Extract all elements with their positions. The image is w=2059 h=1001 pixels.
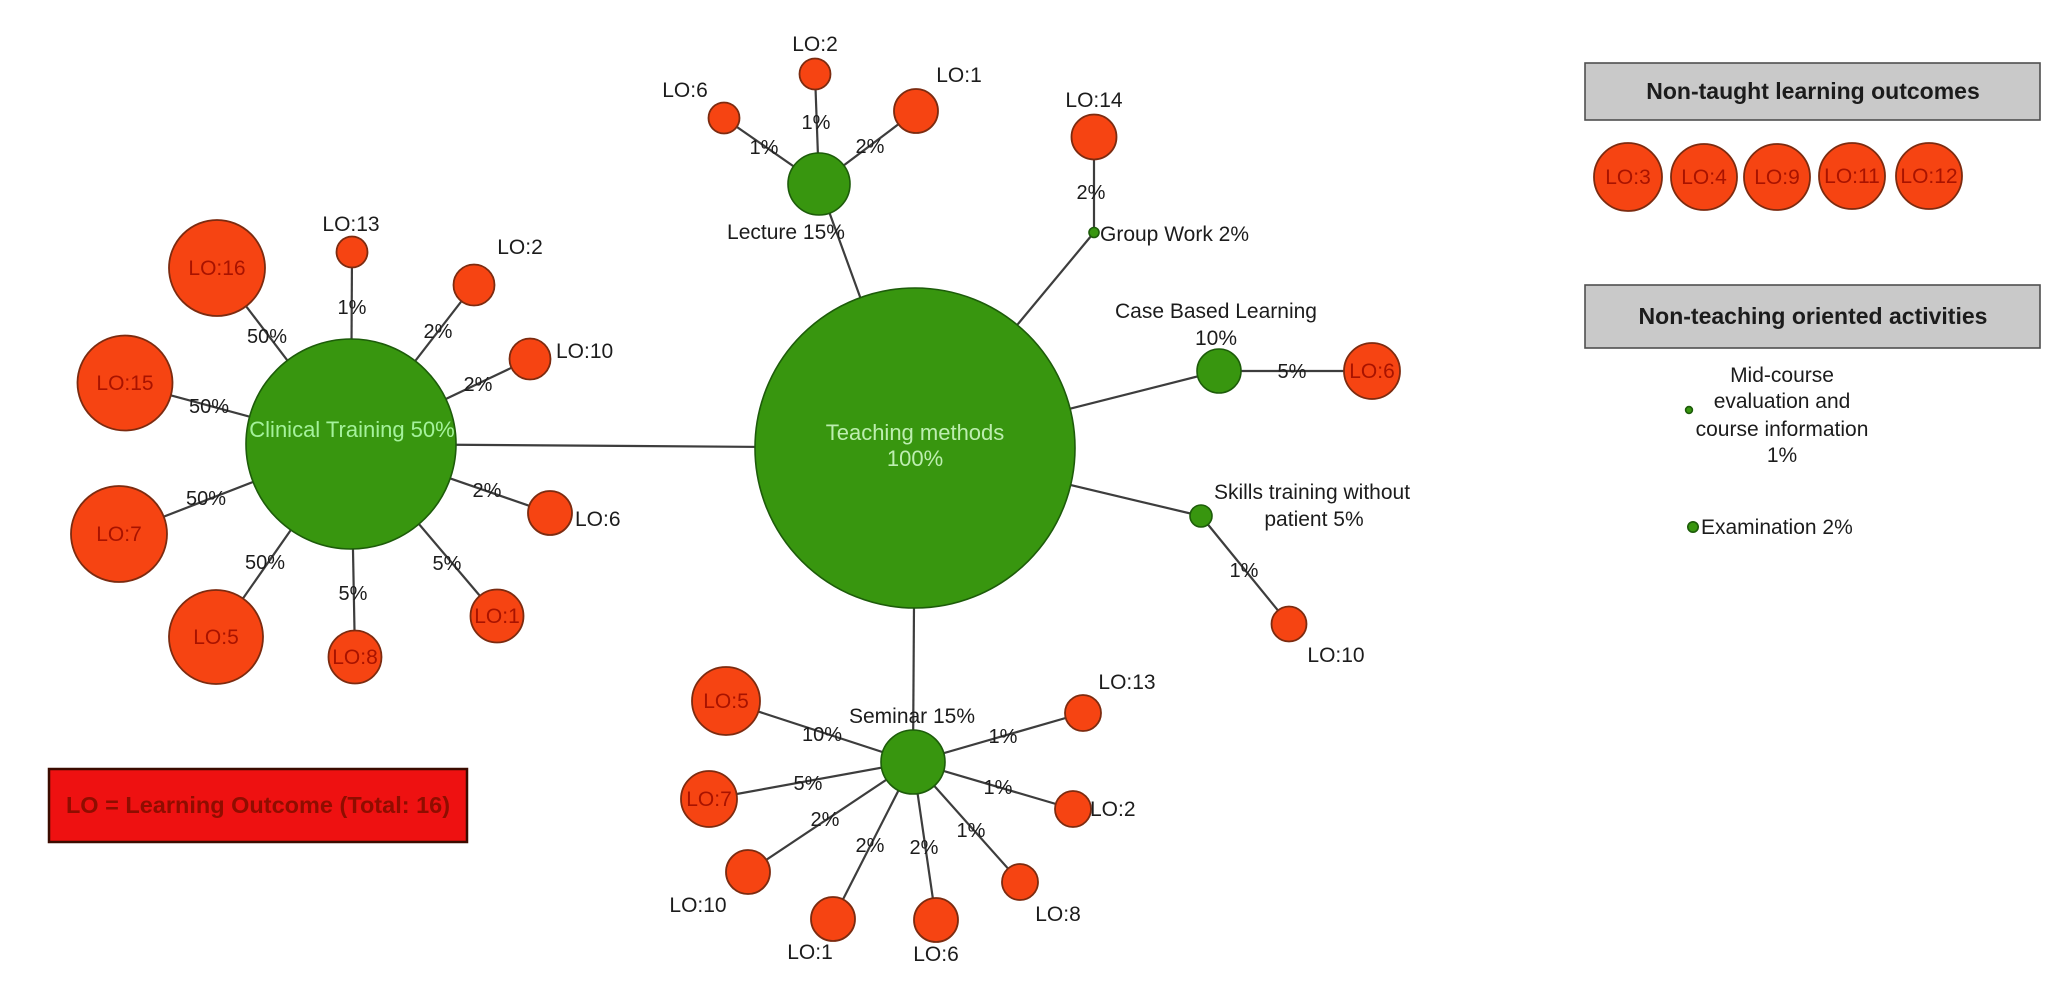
svg-text:2%: 2% (473, 480, 502, 502)
svg-text:LO:12: LO:12 (1900, 165, 1957, 188)
svg-text:LO:3: LO:3 (1605, 166, 1651, 189)
svg-text:LO:6: LO:6 (662, 79, 708, 102)
svg-text:LO:5: LO:5 (703, 690, 749, 713)
svg-text:LO:14: LO:14 (1065, 89, 1123, 112)
svg-text:LO:8: LO:8 (1035, 903, 1081, 926)
svg-text:1%: 1% (802, 112, 831, 134)
svg-text:Non-teaching oriented activiti: Non-teaching oriented activities (1639, 303, 1988, 329)
svg-text:LO:4: LO:4 (1681, 166, 1727, 189)
svg-text:LO:7: LO:7 (96, 523, 142, 546)
svg-text:2%: 2% (910, 837, 939, 859)
svg-text:Skills training without: Skills training without (1214, 481, 1410, 504)
svg-text:LO:2: LO:2 (792, 33, 838, 56)
svg-text:LO:5: LO:5 (193, 626, 239, 649)
svg-text:LO:6: LO:6 (1349, 360, 1395, 383)
svg-text:LO:6: LO:6 (913, 943, 959, 966)
svg-text:Mid-course: Mid-course (1730, 364, 1834, 387)
svg-text:2%: 2% (811, 809, 840, 831)
svg-text:LO:7: LO:7 (686, 788, 732, 811)
svg-text:50%: 50% (186, 488, 226, 510)
svg-text:LO:2: LO:2 (497, 236, 543, 259)
svg-text:2%: 2% (1077, 182, 1106, 204)
svg-text:Examination 2%: Examination 2% (1701, 516, 1853, 539)
svg-text:50%: 50% (247, 326, 287, 348)
svg-text:LO = Learning Outcome (Total:: LO = Learning Outcome (Total: 16) (66, 792, 450, 818)
svg-text:Non-taught learning outcomes: Non-taught learning outcomes (1646, 78, 1980, 104)
svg-text:Lecture 15%: Lecture 15% (727, 221, 845, 244)
svg-text:100%: 100% (887, 446, 943, 471)
svg-text:5%: 5% (1278, 361, 1307, 383)
svg-text:1%: 1% (957, 820, 986, 842)
svg-text:Case Based Learning: Case Based Learning (1115, 300, 1317, 323)
svg-text:10%: 10% (802, 724, 842, 746)
svg-text:2%: 2% (856, 835, 885, 857)
svg-text:2%: 2% (464, 374, 493, 396)
svg-text:5%: 5% (339, 583, 368, 605)
svg-text:1%: 1% (338, 297, 367, 319)
svg-text:10%: 10% (1195, 327, 1237, 350)
svg-text:LO:13: LO:13 (322, 213, 379, 236)
svg-text:1%: 1% (1767, 444, 1797, 467)
svg-text:Clinical Training 50%: Clinical Training 50% (249, 417, 454, 442)
svg-text:LO:1: LO:1 (787, 941, 833, 964)
svg-text:LO:9: LO:9 (1754, 166, 1800, 189)
svg-text:LO:11: LO:11 (1824, 165, 1880, 188)
svg-text:5%: 5% (433, 553, 462, 575)
svg-text:LO:8: LO:8 (332, 646, 378, 669)
svg-text:5%: 5% (794, 773, 823, 795)
svg-text:50%: 50% (245, 552, 285, 574)
svg-text:course information: course information (1696, 418, 1869, 441)
svg-text:LO:16: LO:16 (188, 257, 245, 280)
svg-text:1%: 1% (984, 777, 1013, 799)
svg-text:LO:10: LO:10 (669, 894, 726, 917)
svg-text:1%: 1% (1230, 560, 1259, 582)
svg-text:LO:10: LO:10 (1307, 644, 1364, 667)
svg-text:evaluation and: evaluation and (1714, 390, 1851, 413)
svg-text:2%: 2% (424, 321, 453, 343)
svg-text:LO:1: LO:1 (474, 605, 520, 628)
svg-text:LO:2: LO:2 (1090, 798, 1136, 821)
svg-text:1%: 1% (989, 726, 1018, 748)
svg-text:patient 5%: patient 5% (1264, 508, 1363, 531)
svg-text:1%: 1% (750, 137, 779, 159)
svg-text:LO:6: LO:6 (575, 508, 621, 531)
svg-text:LO:1: LO:1 (936, 64, 982, 87)
svg-text:Teaching methods: Teaching methods (826, 420, 1005, 445)
svg-text:LO:13: LO:13 (1098, 671, 1155, 694)
svg-text:Group Work 2%: Group Work 2% (1100, 223, 1249, 246)
svg-text:LO:10: LO:10 (556, 340, 613, 363)
svg-text:50%: 50% (189, 396, 229, 418)
svg-text:Seminar 15%: Seminar 15% (849, 705, 975, 728)
svg-text:2%: 2% (856, 136, 885, 158)
svg-text:LO:15: LO:15 (96, 372, 153, 395)
